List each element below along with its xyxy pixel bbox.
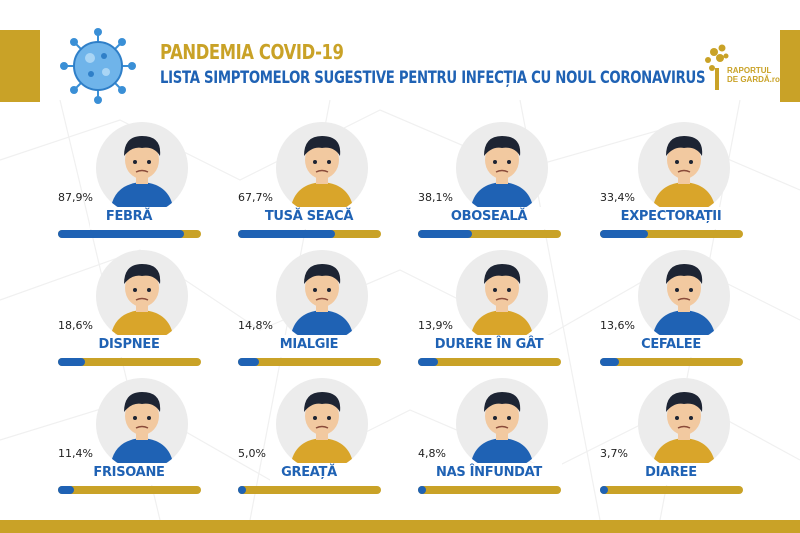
symptom-card: 14,8% MIALGIE — [238, 245, 388, 375]
logo-text: RAPORTUL DE GARDĂ.ro — [727, 66, 787, 84]
symptom-label: CEFALEE — [641, 337, 701, 352]
percentage-label: 67,7% — [238, 191, 273, 204]
headache-person-icon — [652, 264, 716, 342]
label-background — [632, 207, 744, 229]
bar — [58, 486, 74, 494]
bar-track — [238, 486, 381, 494]
symptom-label: FEBRĂ — [105, 209, 153, 224]
logo-line-2: DE GARDĂ.ro — [727, 75, 780, 84]
label-background — [90, 335, 202, 357]
label-background — [450, 335, 562, 357]
myalgia-person-icon — [290, 264, 354, 342]
symptom-card: 18,6% DISPNEE — [58, 245, 208, 375]
symptom-card: 38,1% OBOSEALĂ — [418, 117, 568, 247]
symptom-label: DIAREE — [645, 465, 697, 480]
label-background — [270, 207, 382, 229]
bar-track — [600, 230, 743, 238]
symptom-label: MIALGIE — [279, 337, 339, 352]
stuffy-nose-person-icon — [470, 392, 534, 470]
percentage-label: 11,4% — [58, 447, 93, 460]
label-background — [632, 335, 744, 357]
bar-track — [58, 358, 201, 366]
logo-line-1: RAPORTUL — [727, 66, 772, 75]
symptom-label: TUSĂ SEACĂ — [264, 209, 354, 224]
dry-cough-person-icon — [290, 136, 354, 214]
percentage-label: 87,9% — [58, 191, 93, 204]
expectoration-person-icon — [652, 136, 716, 214]
label-background — [90, 463, 202, 485]
percentage-label: 5,0% — [238, 447, 266, 460]
bar — [238, 358, 259, 366]
percentage-label: 18,6% — [58, 319, 93, 332]
symptom-card: 13,6% CEFALEE — [600, 245, 750, 375]
bar — [58, 230, 184, 238]
page-subtitle: LISTA SIMPTOMELOR SUGESTIVE PENTRU INFEC… — [160, 68, 706, 88]
nausea-person-icon — [290, 392, 354, 470]
symptom-card: 87,9% FEBRĂ — [58, 117, 208, 247]
percentage-label: 3,7% — [600, 447, 628, 460]
symptom-label: DURERE ÎN GÂT — [434, 337, 544, 352]
symptom-card: 33,4% EXPECTORAȚII — [600, 117, 750, 247]
symptom-card: 67,7% TUSĂ SEACĂ — [238, 117, 388, 247]
symptom-card: 4,8% NAS ÎNFUNDAT — [418, 373, 568, 503]
chills-person-icon — [110, 392, 174, 470]
symptom-label: GREAȚĂ — [281, 465, 337, 480]
symptom-card: 11,4% FRISOANE — [58, 373, 208, 503]
tired-person-icon — [470, 136, 534, 214]
label-background — [270, 335, 382, 357]
symptom-label: EXPECTORAȚII — [620, 209, 722, 224]
bar — [600, 230, 648, 238]
label-background — [450, 207, 562, 229]
bar-track — [418, 230, 561, 238]
bar — [600, 486, 608, 494]
percentage-label: 13,9% — [418, 319, 453, 332]
bar — [418, 486, 426, 494]
symptom-label: NAS ÎNFUNDAT — [436, 465, 542, 480]
bar-track — [418, 358, 561, 366]
bar-track — [58, 486, 201, 494]
label-background — [270, 463, 382, 485]
percentage-label: 13,6% — [600, 319, 635, 332]
sore-throat-person-icon — [470, 264, 534, 342]
percentage-label: 4,8% — [418, 447, 446, 460]
percentage-label: 14,8% — [238, 319, 273, 332]
label-background — [450, 463, 562, 485]
bar — [600, 358, 619, 366]
bar-track — [418, 486, 561, 494]
virus-icon — [60, 28, 136, 104]
percentage-label: 38,1% — [418, 191, 453, 204]
footer-band — [0, 520, 800, 533]
bar — [418, 230, 472, 238]
fever-person-icon — [110, 136, 174, 214]
bar-track — [238, 358, 381, 366]
symptom-card: 3,7% DIAREE — [600, 373, 750, 503]
bar-track — [600, 358, 743, 366]
page-title: PANDEMIA COVID-19 — [160, 40, 344, 64]
diarrhea-person-icon — [652, 392, 716, 470]
bar — [418, 358, 438, 366]
bar — [238, 230, 335, 238]
label-background — [632, 463, 744, 485]
dyspnea-person-icon — [110, 264, 174, 342]
symptom-card: 13,9% DURERE ÎN GÂT — [418, 245, 568, 375]
symptom-label: DISPNEE — [98, 337, 160, 352]
header-panel — [40, 30, 780, 102]
symptom-label: OBOSEALĂ — [450, 209, 528, 224]
symptom-label: FRISOANE — [93, 465, 165, 480]
symptom-card: 5,0% GREAȚĂ — [238, 373, 388, 503]
bar — [58, 358, 85, 366]
percentage-label: 33,4% — [600, 191, 635, 204]
bar-track — [600, 486, 743, 494]
bar — [238, 486, 246, 494]
tree-logo-icon — [705, 44, 729, 90]
label-background — [90, 207, 202, 229]
